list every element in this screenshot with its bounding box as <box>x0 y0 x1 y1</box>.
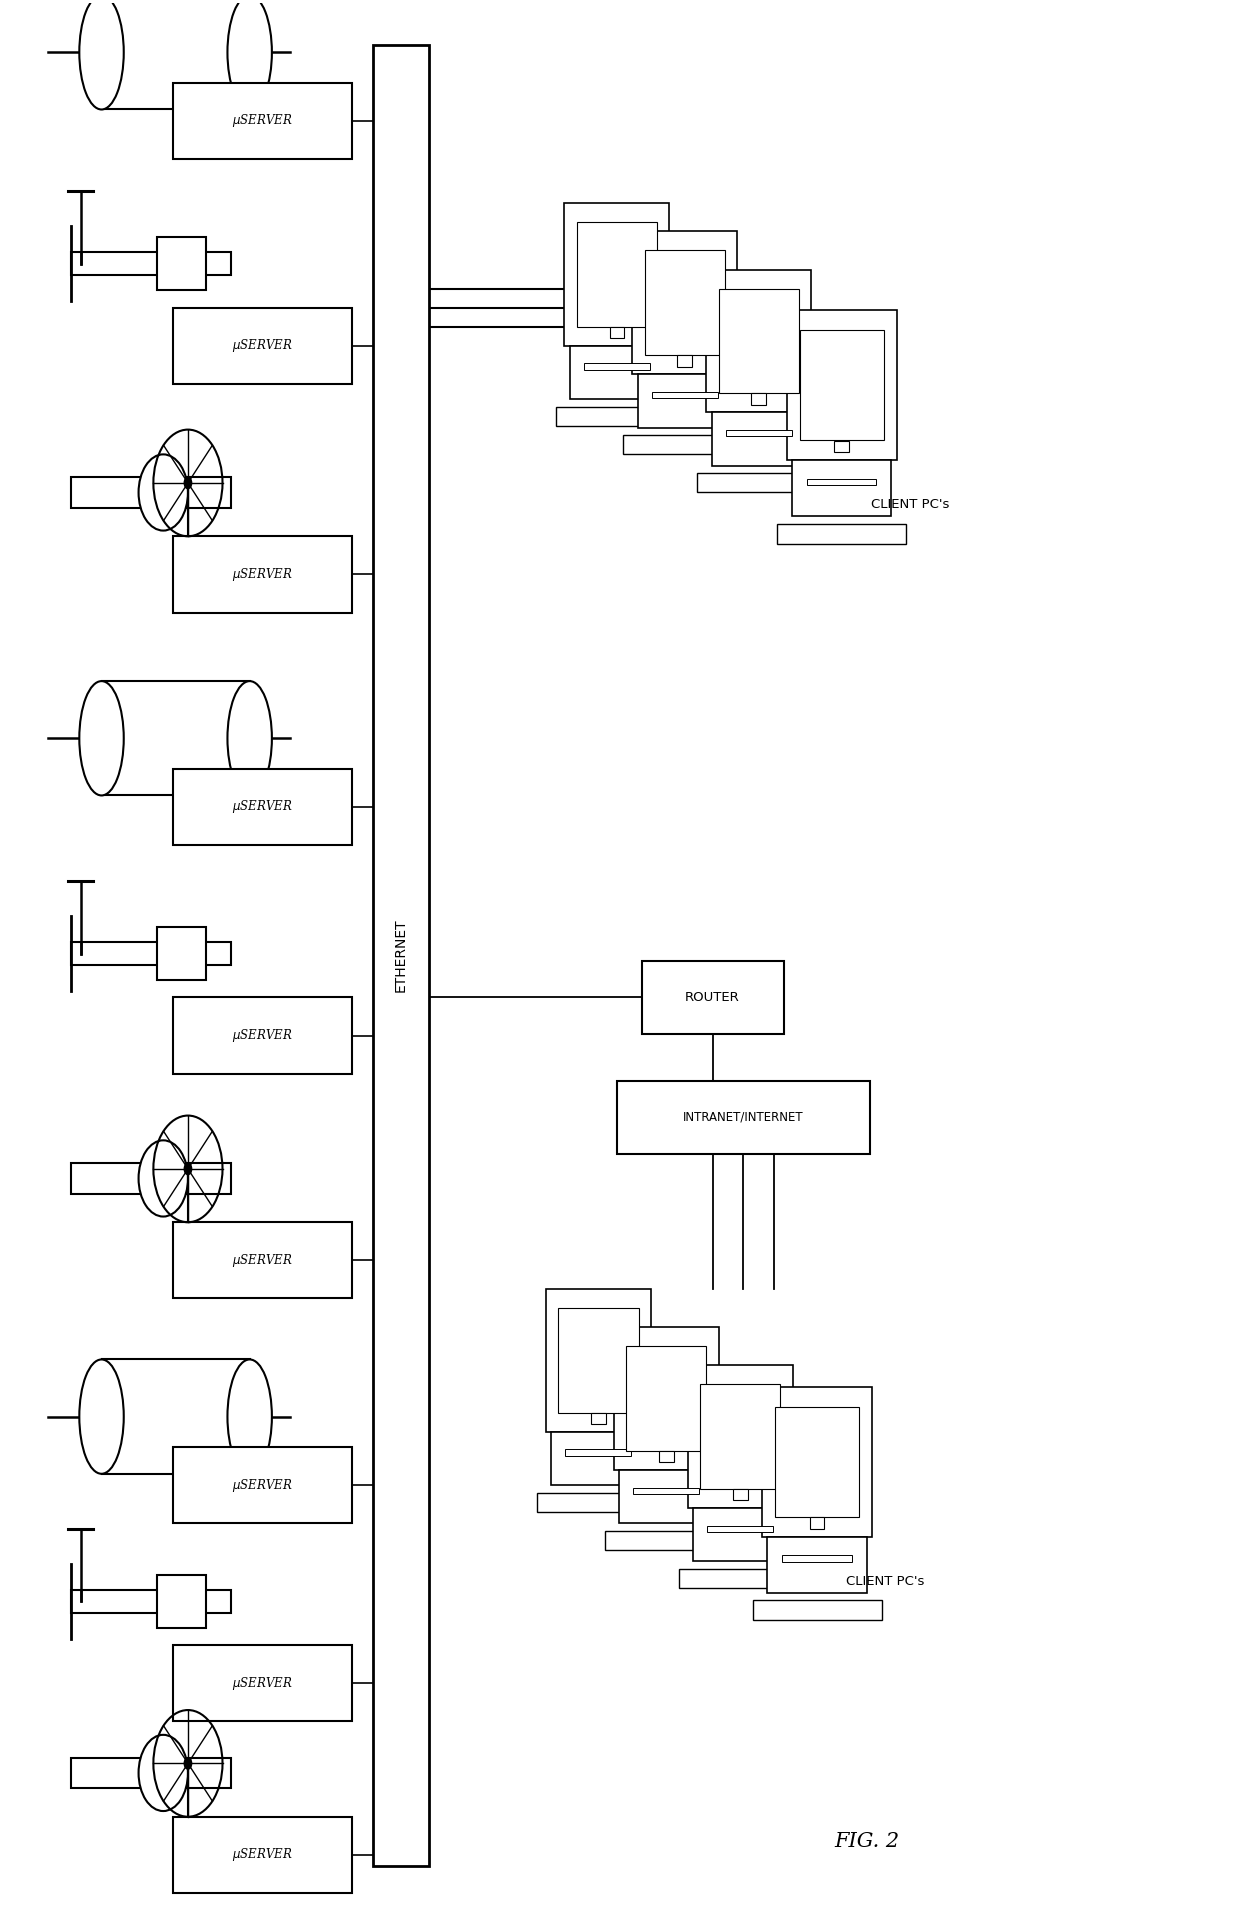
Ellipse shape <box>79 1359 124 1473</box>
Bar <box>688 1364 792 1508</box>
Bar <box>591 1412 606 1424</box>
Bar <box>71 942 231 965</box>
Bar <box>172 1817 351 1894</box>
Bar <box>558 1307 639 1412</box>
Bar <box>71 1758 231 1789</box>
Bar <box>719 289 799 394</box>
Text: ROUTER: ROUTER <box>686 992 740 1003</box>
Text: FIG. 2: FIG. 2 <box>835 1833 899 1852</box>
Bar <box>619 1470 713 1523</box>
Text: $\mu$SERVER: $\mu$SERVER <box>232 1477 293 1494</box>
Bar <box>172 1645 351 1722</box>
Text: $\mu$SERVER: $\mu$SERVER <box>232 799 293 816</box>
Bar <box>564 203 670 346</box>
Bar <box>71 1164 231 1194</box>
Bar <box>680 1569 802 1588</box>
Bar <box>172 1447 351 1523</box>
Bar <box>652 392 718 397</box>
Text: $\mu$SERVER: $\mu$SERVER <box>232 113 293 130</box>
Text: $\mu$SERVER: $\mu$SERVER <box>232 1026 293 1043</box>
Bar <box>172 998 351 1074</box>
Text: INTRANET/INTERNET: INTRANET/INTERNET <box>683 1110 804 1124</box>
Text: $\mu$SERVER: $\mu$SERVER <box>232 1846 293 1863</box>
Bar <box>751 394 766 405</box>
Bar <box>637 375 732 428</box>
Bar <box>569 346 665 399</box>
Bar <box>761 1387 872 1536</box>
Bar <box>733 1489 748 1500</box>
Bar <box>810 1517 825 1529</box>
Bar <box>605 1531 728 1550</box>
Bar <box>172 308 351 384</box>
Bar <box>102 680 249 795</box>
Bar <box>626 1345 707 1450</box>
Bar <box>71 478 231 508</box>
Ellipse shape <box>79 0 124 109</box>
Bar <box>792 461 892 516</box>
Bar <box>707 1525 774 1533</box>
Bar <box>677 355 692 367</box>
Bar <box>577 222 657 327</box>
Bar <box>768 1536 867 1592</box>
Bar <box>102 1359 249 1473</box>
Bar <box>725 430 792 436</box>
Ellipse shape <box>227 680 272 795</box>
Bar <box>565 1449 631 1456</box>
Text: $\mu$SERVER: $\mu$SERVER <box>232 1674 293 1691</box>
Circle shape <box>185 478 192 489</box>
Bar <box>775 1406 859 1517</box>
Bar <box>172 537 351 613</box>
Bar <box>786 310 897 461</box>
Bar <box>102 0 249 109</box>
Bar <box>658 1450 673 1462</box>
Bar <box>551 1431 646 1485</box>
Bar <box>701 1384 780 1489</box>
Bar <box>777 524 906 545</box>
Circle shape <box>139 1141 188 1217</box>
Bar <box>373 44 429 1867</box>
Bar <box>546 1288 651 1431</box>
Bar <box>584 363 650 369</box>
Text: ETHERNET: ETHERNET <box>394 919 408 992</box>
Bar <box>624 436 746 455</box>
Bar <box>800 331 884 440</box>
Bar <box>753 1600 882 1621</box>
Circle shape <box>185 1164 192 1175</box>
Bar <box>807 478 877 485</box>
Bar <box>537 1492 660 1512</box>
Bar <box>693 1508 787 1561</box>
Text: $\mu$SERVER: $\mu$SERVER <box>232 336 293 354</box>
Bar <box>618 1082 870 1154</box>
Bar <box>645 250 725 355</box>
Bar <box>712 413 806 466</box>
Text: $\mu$SERVER: $\mu$SERVER <box>232 1252 293 1269</box>
Bar <box>697 474 820 493</box>
Bar <box>71 252 231 275</box>
Bar <box>71 1590 231 1613</box>
Text: $\mu$SERVER: $\mu$SERVER <box>232 566 293 583</box>
Ellipse shape <box>79 680 124 795</box>
Bar <box>610 327 624 338</box>
Text: CLIENT PC's: CLIENT PC's <box>846 1575 925 1588</box>
Bar <box>782 1556 852 1561</box>
Circle shape <box>185 1758 192 1770</box>
Ellipse shape <box>227 1359 272 1473</box>
Bar <box>556 407 678 426</box>
Bar <box>172 768 351 845</box>
Bar <box>172 82 351 159</box>
Circle shape <box>139 1735 188 1812</box>
Bar <box>614 1326 719 1470</box>
Bar <box>835 441 849 453</box>
Bar <box>157 927 207 980</box>
Bar <box>157 1575 207 1628</box>
Bar <box>641 961 784 1034</box>
Circle shape <box>139 455 188 531</box>
Bar <box>707 269 811 413</box>
Bar <box>157 237 207 290</box>
Bar <box>172 1223 351 1298</box>
Text: CLIENT PC's: CLIENT PC's <box>870 499 950 512</box>
Bar <box>632 231 738 375</box>
Ellipse shape <box>227 0 272 109</box>
Bar <box>634 1487 699 1494</box>
